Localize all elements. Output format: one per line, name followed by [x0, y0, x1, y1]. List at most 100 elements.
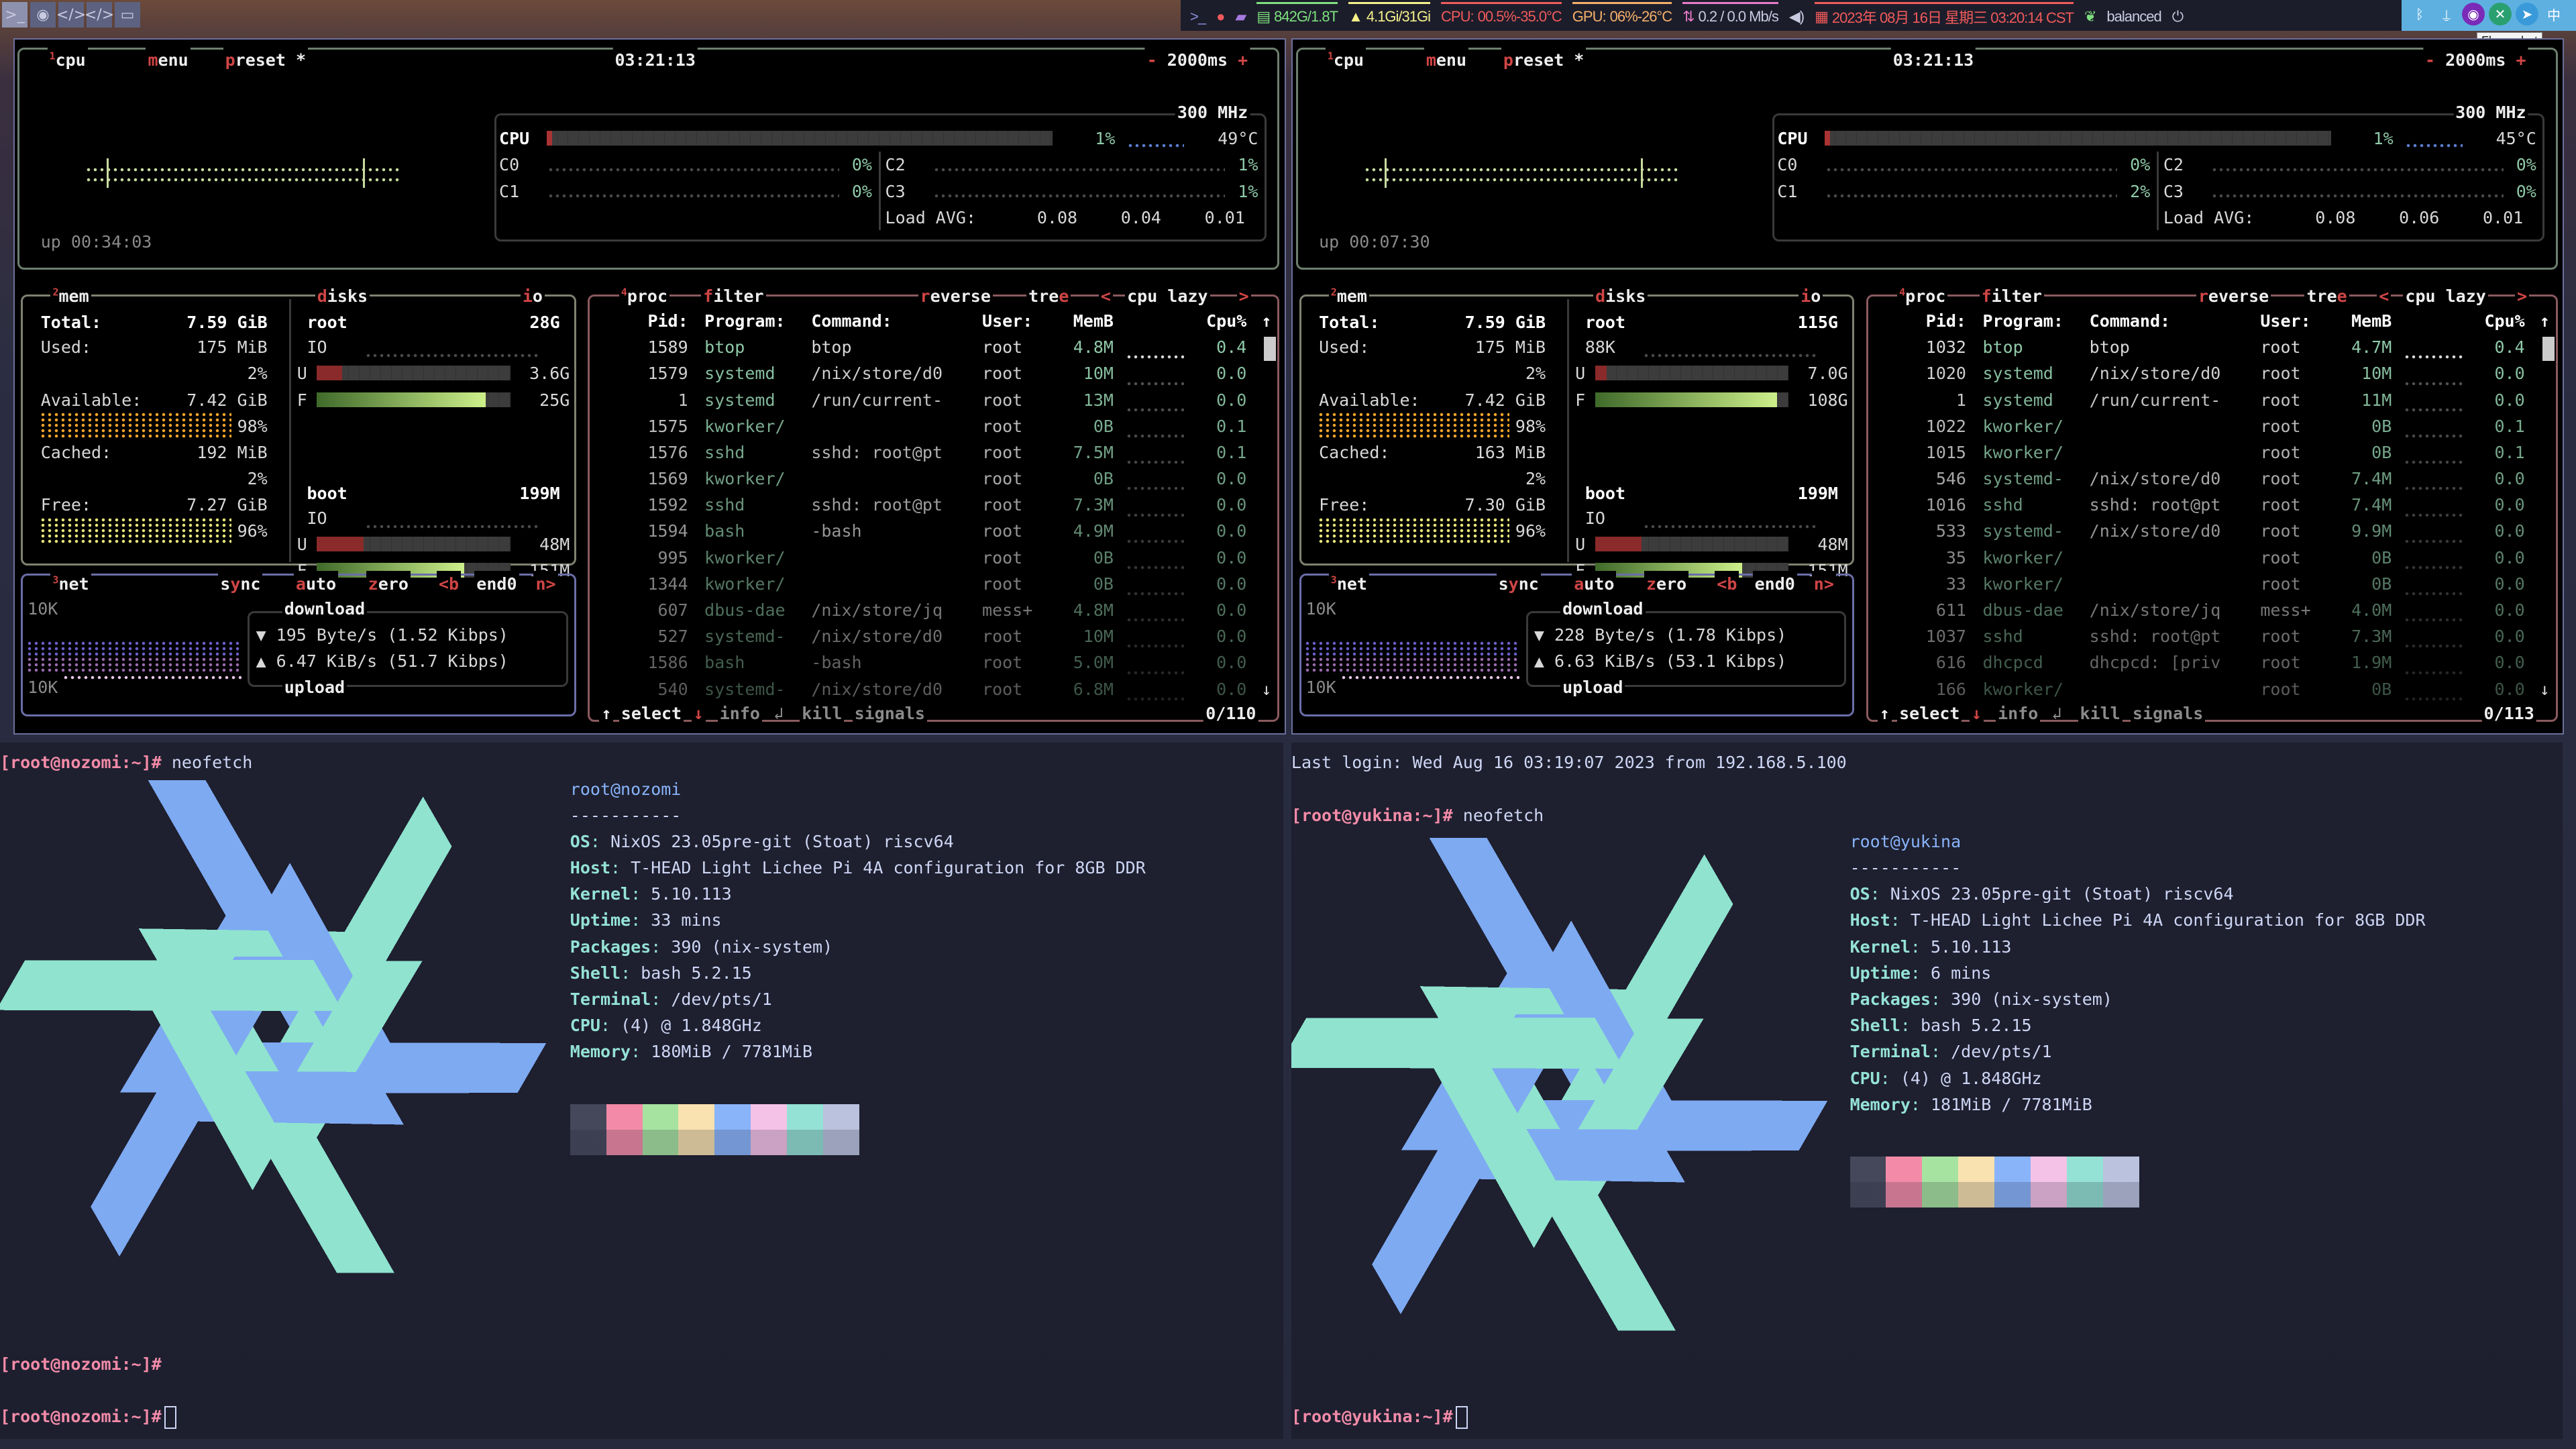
- interval-increase-button[interactable]: +: [1238, 50, 1248, 70]
- sync-toggle[interactable]: sync: [218, 570, 263, 597]
- zero-toggle[interactable]: zero: [1644, 570, 1689, 597]
- power-icon[interactable]: ⏻: [2171, 7, 2184, 25]
- cpu-panel-title[interactable]: 1cpu: [47, 46, 88, 73]
- terminal-window[interactable]: [root@nozomi:~]# neofetch root@nozomi ----…: [0, 742, 1283, 1440]
- workspace-button[interactable]: >_: [2, 2, 28, 28]
- io-toggle[interactable]: io: [1799, 283, 1823, 310]
- scroll-down-icon[interactable]: ↓: [2539, 679, 2550, 699]
- record-icon[interactable]: ●: [1216, 7, 1225, 25]
- clock[interactable]: 2023年 08月 16日 星期三 03:20:14 CST: [1831, 9, 2074, 26]
- header-pid[interactable]: Pid:: [647, 311, 688, 331]
- input-method-icon[interactable]: 中: [2547, 7, 2561, 23]
- header-user[interactable]: User:: [2260, 311, 2311, 331]
- power-profile-module[interactable]: balanced: [2106, 2, 2161, 29]
- volume-icon[interactable]: ◀): [1788, 7, 1805, 25]
- workspace-button[interactable]: </>: [85, 2, 114, 28]
- proc-panel-title[interactable]: 4proc: [1897, 283, 1948, 310]
- reverse-toggle[interactable]: reverse: [918, 283, 993, 310]
- kill-button[interactable]: kill: [800, 700, 845, 727]
- sync-toggle[interactable]: sync: [1496, 570, 1541, 597]
- files-module[interactable]: ▰: [1235, 2, 1246, 29]
- sort-prev-button[interactable]: <: [1098, 283, 1113, 310]
- interval-decrease-button[interactable]: -: [2424, 50, 2436, 70]
- filter-button[interactable]: filter: [1979, 283, 2044, 310]
- menu-button[interactable]: menu: [1424, 46, 1469, 73]
- select-down-icon[interactable]: ↓: [1969, 700, 1984, 727]
- header-memory[interactable]: MemB: [2351, 311, 2392, 331]
- header-program[interactable]: Program:: [704, 311, 786, 331]
- header-command[interactable]: Command:: [2089, 311, 2171, 331]
- workspace-button[interactable]: ▭: [115, 2, 140, 28]
- sort-field[interactable]: cpu lazy: [2403, 283, 2488, 310]
- next-interface-button[interactable]: n>: [533, 570, 558, 597]
- interface-name[interactable]: end0: [474, 570, 519, 597]
- tree-toggle[interactable]: tree: [2304, 283, 2349, 310]
- io-toggle[interactable]: io: [520, 283, 545, 310]
- proc-panel-title[interactable]: 4proc: [619, 283, 670, 310]
- workspace-button[interactable]: </>: [56, 2, 86, 28]
- select-up-icon[interactable]: ↑: [599, 700, 614, 727]
- prev-interface-button[interactable]: <b: [1715, 570, 1739, 597]
- sort-direction-icon[interactable]: ↑: [2539, 311, 2550, 331]
- header-user[interactable]: User:: [982, 311, 1033, 331]
- preset-button[interactable]: preset *: [1501, 46, 1587, 73]
- interface-name[interactable]: end0: [1752, 570, 1797, 597]
- select-button[interactable]: select: [619, 700, 684, 727]
- auto-toggle[interactable]: auto: [1572, 570, 1617, 597]
- next-interface-button[interactable]: n>: [1811, 570, 1836, 597]
- info-button[interactable]: info: [1996, 700, 2041, 727]
- record-module[interactable]: ●: [1216, 2, 1225, 29]
- zero-toggle[interactable]: zero: [366, 570, 411, 597]
- sort-field[interactable]: cpu lazy: [1125, 283, 1210, 310]
- menu-button[interactable]: menu: [146, 46, 191, 73]
- sort-prev-button[interactable]: <: [2377, 283, 2392, 310]
- header-command[interactable]: Command:: [811, 311, 892, 331]
- select-up-icon[interactable]: ↑: [1877, 700, 1892, 727]
- filter-button[interactable]: filter: [701, 283, 766, 310]
- cpu-panel-title[interactable]: 1cpu: [1325, 46, 1366, 73]
- mem-panel-title[interactable]: 2mem: [50, 283, 91, 310]
- scrollbar-thumb[interactable]: [1264, 337, 1277, 362]
- reverse-toggle[interactable]: reverse: [2196, 283, 2271, 310]
- signals-button[interactable]: signals: [852, 700, 927, 727]
- update-interval[interactable]: - 2000ms +: [2422, 46, 2528, 73]
- net-panel-title[interactable]: 3net: [1328, 570, 1369, 597]
- power-module[interactable]: ⏻: [2171, 2, 2184, 29]
- disks-panel-title[interactable]: disks: [315, 283, 370, 310]
- header-cpu[interactable]: Cpu%: [2484, 311, 2525, 331]
- select-button[interactable]: select: [1897, 700, 1962, 727]
- info-button[interactable]: info: [717, 700, 762, 727]
- scroll-down-icon[interactable]: ↓: [1261, 679, 1272, 699]
- sort-next-button[interactable]: >: [2514, 283, 2530, 310]
- kill-button[interactable]: kill: [2078, 700, 2123, 727]
- auto-toggle[interactable]: auto: [293, 570, 339, 597]
- select-down-icon[interactable]: ↓: [691, 700, 706, 727]
- disks-panel-title[interactable]: disks: [1593, 283, 1648, 310]
- signals-button[interactable]: signals: [2130, 700, 2206, 727]
- folder-icon[interactable]: ▰: [1235, 7, 1246, 25]
- launcher-button[interactable]: >_: [1190, 7, 1206, 25]
- header-program[interactable]: Program:: [1982, 311, 2063, 331]
- preset-button[interactable]: preset *: [223, 46, 309, 73]
- network-manager-icon[interactable]: ⍊: [2443, 6, 2451, 22]
- prev-interface-button[interactable]: <b: [436, 570, 462, 597]
- sort-direction-icon[interactable]: ↑: [1261, 311, 1272, 331]
- power-profile[interactable]: balanced: [2106, 7, 2161, 25]
- volume-module[interactable]: ◀): [1788, 2, 1805, 29]
- terminal-window[interactable]: Last login: Wed Aug 16 03:19:07 2023 fro…: [1291, 742, 2563, 1440]
- mem-panel-title[interactable]: 2mem: [1328, 283, 1369, 310]
- clock-module[interactable]: ▦ 2023年 08月 16日 星期三 03:20:14 CST: [1815, 2, 2074, 29]
- interval-decrease-button[interactable]: -: [1146, 50, 1157, 70]
- scrollbar-thumb[interactable]: [2542, 337, 2555, 362]
- header-cpu[interactable]: Cpu%: [1206, 311, 1247, 331]
- workspace-button[interactable]: ◉: [30, 2, 56, 28]
- net-panel-title[interactable]: 3net: [50, 570, 91, 597]
- header-pid[interactable]: Pid:: [1925, 311, 1966, 331]
- flameshot-icon[interactable]: ✕: [2489, 3, 2512, 25]
- sort-next-button[interactable]: >: [1236, 283, 1251, 310]
- launcher-module[interactable]: >_: [1190, 2, 1206, 29]
- telegram-icon[interactable]: ➤: [2516, 3, 2538, 25]
- firefox-icon[interactable]: ◉: [2462, 3, 2485, 25]
- update-interval[interactable]: - 2000ms +: [1144, 46, 1250, 73]
- tree-toggle[interactable]: tree: [1026, 283, 1071, 310]
